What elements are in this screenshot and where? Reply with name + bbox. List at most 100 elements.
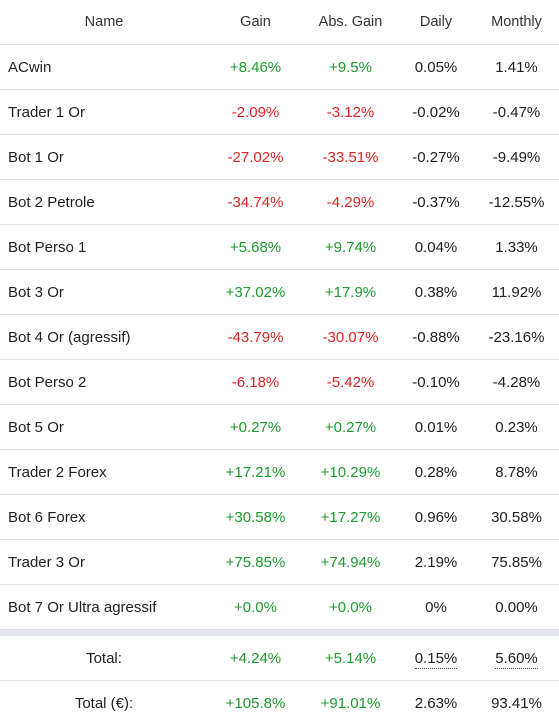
table-row[interactable]: Trader 3 Or+75.85%+74.94%2.19%75.85% bbox=[0, 540, 559, 585]
daily-value: -0.88% bbox=[398, 315, 474, 360]
abs-gain-value: -3.12% bbox=[303, 90, 398, 135]
table-row[interactable]: Bot 1 Or-27.02%-33.51%-0.27%-9.49% bbox=[0, 135, 559, 180]
daily-value: -0.02% bbox=[398, 90, 474, 135]
table-row[interactable]: Bot 2 Petrole-34.74%-4.29%-0.37%-12.55% bbox=[0, 180, 559, 225]
gain-value: +30.58% bbox=[208, 495, 303, 540]
account-name[interactable]: Trader 3 Or bbox=[0, 540, 208, 585]
table-row[interactable]: Bot 7 Or Ultra agressif+0.0%+0.0%0%0.00% bbox=[0, 585, 559, 630]
gain-value: +75.85% bbox=[208, 540, 303, 585]
gain-value: -27.02% bbox=[208, 135, 303, 180]
account-name[interactable]: Bot 4 Or (agressif) bbox=[0, 315, 208, 360]
monthly-value: 75.85% bbox=[474, 540, 559, 585]
abs-gain-value: +0.0% bbox=[303, 585, 398, 630]
account-name[interactable]: Bot 7 Or Ultra agressif bbox=[0, 585, 208, 630]
monthly-value: -23.16% bbox=[474, 315, 559, 360]
total-monthly-cell: 5.60% bbox=[474, 633, 559, 681]
total-eur-gain: +105.8% bbox=[208, 681, 303, 725]
daily-value: 0.38% bbox=[398, 270, 474, 315]
table-row[interactable]: Bot 5 Or+0.27%+0.27%0.01%0.23% bbox=[0, 405, 559, 450]
gain-value: +0.27% bbox=[208, 405, 303, 450]
account-name[interactable]: ACwin bbox=[0, 45, 208, 90]
abs-gain-value: -4.29% bbox=[303, 180, 398, 225]
abs-gain-value: +17.27% bbox=[303, 495, 398, 540]
abs-gain-value: -5.42% bbox=[303, 360, 398, 405]
monthly-value: 1.33% bbox=[474, 225, 559, 270]
table-row[interactable]: Trader 1 Or-2.09%-3.12%-0.02%-0.47% bbox=[0, 90, 559, 135]
account-name[interactable]: Bot 6 Forex bbox=[0, 495, 208, 540]
gain-value: +0.0% bbox=[208, 585, 303, 630]
column-header-daily[interactable]: Daily bbox=[398, 0, 474, 45]
account-name[interactable]: Bot Perso 1 bbox=[0, 225, 208, 270]
monthly-value: -4.28% bbox=[474, 360, 559, 405]
account-name[interactable]: Bot Perso 2 bbox=[0, 360, 208, 405]
abs-gain-value: +9.5% bbox=[303, 45, 398, 90]
table-row[interactable]: Bot 3 Or+37.02%+17.9%0.38%11.92% bbox=[0, 270, 559, 315]
monthly-value: 1.41% bbox=[474, 45, 559, 90]
total-eur-label: Total (€): bbox=[0, 681, 208, 725]
gain-value: +8.46% bbox=[208, 45, 303, 90]
monthly-value: -9.49% bbox=[474, 135, 559, 180]
column-header-monthly[interactable]: Monthly bbox=[474, 0, 559, 45]
daily-value: 0.04% bbox=[398, 225, 474, 270]
account-name[interactable]: Bot 3 Or bbox=[0, 270, 208, 315]
total-eur-row: Total (€): +105.8% +91.01% 2.63% 93.41% bbox=[0, 681, 559, 725]
table-row[interactable]: ACwin+8.46%+9.5%0.05%1.41% bbox=[0, 45, 559, 90]
monthly-value: 11.92% bbox=[474, 270, 559, 315]
abs-gain-value: +10.29% bbox=[303, 450, 398, 495]
totals-section: Total: +4.24% +5.14% 0.15% 5.60% Total (… bbox=[0, 630, 559, 725]
gain-value: -43.79% bbox=[208, 315, 303, 360]
total-daily-cell: 0.15% bbox=[398, 633, 474, 681]
total-eur-abs-gain: +91.01% bbox=[303, 681, 398, 725]
total-daily[interactable]: 0.15% bbox=[415, 650, 458, 669]
abs-gain-value: +74.94% bbox=[303, 540, 398, 585]
daily-value: -0.27% bbox=[398, 135, 474, 180]
gain-value: -34.74% bbox=[208, 180, 303, 225]
total-row: Total: +4.24% +5.14% 0.15% 5.60% bbox=[0, 633, 559, 681]
total-eur-daily: 2.63% bbox=[398, 681, 474, 725]
table-row[interactable]: Bot Perso 1+5.68%+9.74%0.04%1.33% bbox=[0, 225, 559, 270]
table-row[interactable]: Bot 6 Forex+30.58%+17.27%0.96%30.58% bbox=[0, 495, 559, 540]
abs-gain-value: -33.51% bbox=[303, 135, 398, 180]
table-header-row: Name Gain Abs. Gain Daily Monthly bbox=[0, 0, 559, 45]
column-header-abs-gain[interactable]: Abs. Gain bbox=[303, 0, 398, 45]
monthly-value: -0.47% bbox=[474, 90, 559, 135]
total-monthly[interactable]: 5.60% bbox=[495, 650, 538, 669]
total-label: Total: bbox=[0, 633, 208, 681]
column-header-gain[interactable]: Gain bbox=[208, 0, 303, 45]
daily-value: 0.28% bbox=[398, 450, 474, 495]
gain-value: -6.18% bbox=[208, 360, 303, 405]
account-name[interactable]: Trader 1 Or bbox=[0, 90, 208, 135]
table-row[interactable]: Bot Perso 2-6.18%-5.42%-0.10%-4.28% bbox=[0, 360, 559, 405]
monthly-value: -12.55% bbox=[474, 180, 559, 225]
daily-value: -0.10% bbox=[398, 360, 474, 405]
daily-value: 0.05% bbox=[398, 45, 474, 90]
monthly-value: 0.23% bbox=[474, 405, 559, 450]
table-row[interactable]: Bot 4 Or (agressif)-43.79%-30.07%-0.88%-… bbox=[0, 315, 559, 360]
account-name[interactable]: Bot 2 Petrole bbox=[0, 180, 208, 225]
monthly-value: 8.78% bbox=[474, 450, 559, 495]
abs-gain-value: +0.27% bbox=[303, 405, 398, 450]
gain-value: -2.09% bbox=[208, 90, 303, 135]
daily-value: 0% bbox=[398, 585, 474, 630]
daily-value: -0.37% bbox=[398, 180, 474, 225]
abs-gain-value: +17.9% bbox=[303, 270, 398, 315]
account-name[interactable]: Trader 2 Forex bbox=[0, 450, 208, 495]
total-eur-monthly: 93.41% bbox=[474, 681, 559, 725]
abs-gain-value: +9.74% bbox=[303, 225, 398, 270]
daily-value: 0.96% bbox=[398, 495, 474, 540]
abs-gain-value: -30.07% bbox=[303, 315, 398, 360]
gain-value: +17.21% bbox=[208, 450, 303, 495]
gain-value: +37.02% bbox=[208, 270, 303, 315]
total-abs-gain: +5.14% bbox=[303, 633, 398, 681]
gain-value: +5.68% bbox=[208, 225, 303, 270]
account-name[interactable]: Bot 5 Or bbox=[0, 405, 208, 450]
monthly-value: 30.58% bbox=[474, 495, 559, 540]
table-body: ACwin+8.46%+9.5%0.05%1.41%Trader 1 Or-2.… bbox=[0, 45, 559, 630]
account-name[interactable]: Bot 1 Or bbox=[0, 135, 208, 180]
table-row[interactable]: Trader 2 Forex+17.21%+10.29%0.28%8.78% bbox=[0, 450, 559, 495]
daily-value: 2.19% bbox=[398, 540, 474, 585]
daily-value: 0.01% bbox=[398, 405, 474, 450]
column-header-name[interactable]: Name bbox=[0, 0, 208, 45]
total-gain: +4.24% bbox=[208, 633, 303, 681]
